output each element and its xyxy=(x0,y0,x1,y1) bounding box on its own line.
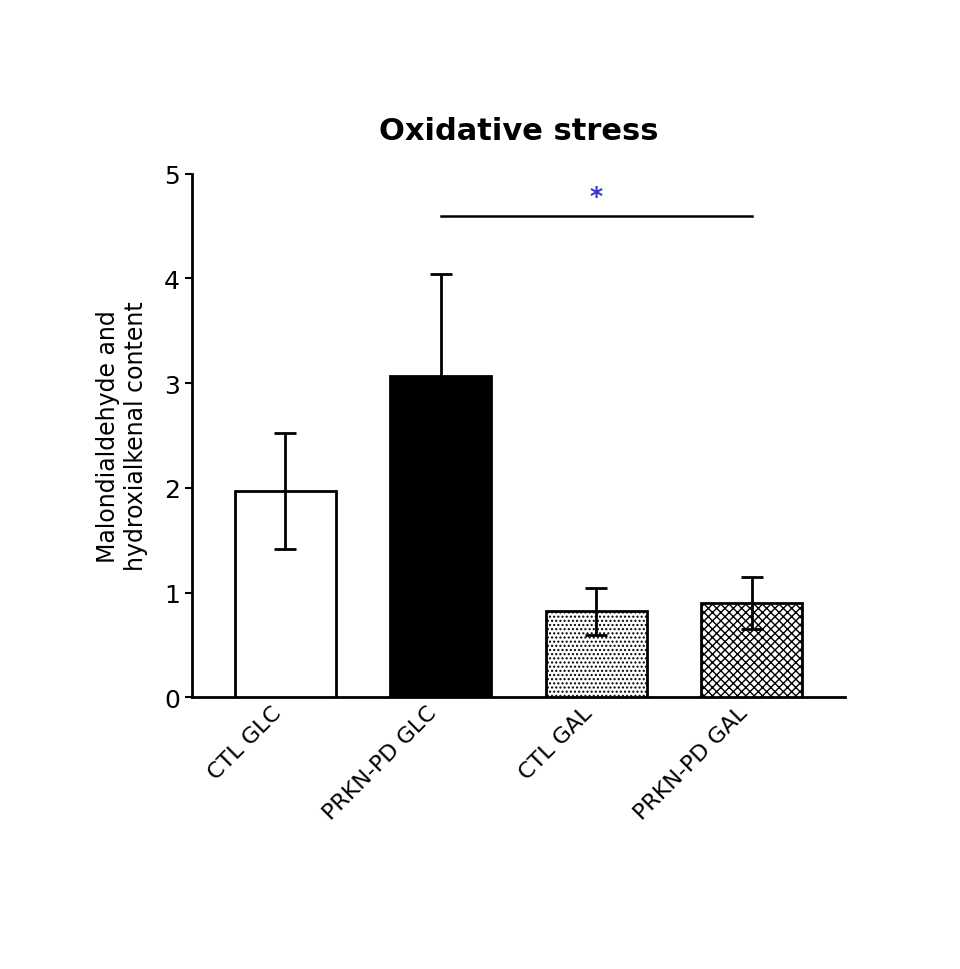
Bar xyxy=(390,376,492,698)
Title: Oxidative stress: Oxidative stress xyxy=(378,116,659,145)
Text: *: * xyxy=(589,185,603,209)
Bar xyxy=(545,611,647,698)
Y-axis label: Malondialdehyde and
hydroxialkenal content: Malondialdehyde and hydroxialkenal conte… xyxy=(96,301,148,571)
Bar xyxy=(701,604,802,698)
Bar xyxy=(235,491,336,698)
